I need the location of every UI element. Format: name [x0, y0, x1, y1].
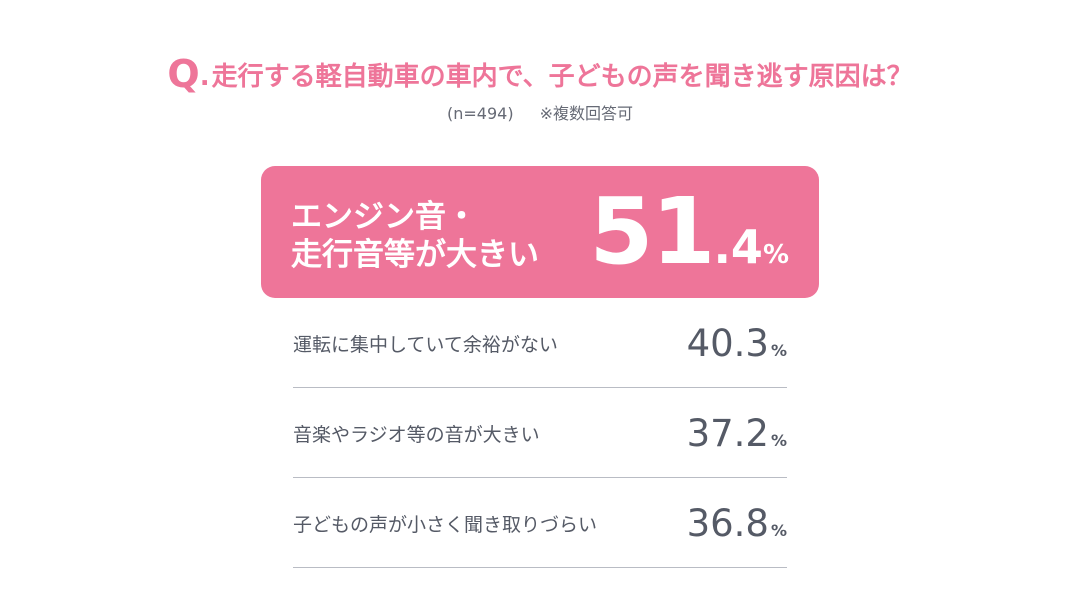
answer-value-number: 40.3 — [686, 322, 769, 365]
answer-value: 37.2% — [687, 412, 787, 455]
answer-percent-sign: % — [770, 521, 787, 540]
answer-row: 運転に集中していて余裕がない 40.3% — [293, 298, 787, 388]
top-answer-card: エンジン音・ 走行音等が大きい 51.4% — [261, 166, 819, 298]
top-answer-percent-sign: % — [762, 240, 789, 270]
top-answer-value-dec: .4 — [713, 220, 763, 274]
sample-size: (n=494) — [447, 104, 514, 123]
top-answer-value: 51.4% — [589, 180, 789, 284]
question-title: Q.走行する軽自動車の車内で、子どもの声を聞き逃す原因は？ — [0, 52, 1080, 99]
answer-label: 音楽やラジオ等の音が大きい — [293, 424, 540, 446]
answer-label: 子どもの声が小さく聞き取りづらい — [293, 514, 598, 536]
top-answer-value-int: 51 — [589, 178, 715, 285]
top-answer-label-line2: 走行音等が大きい — [291, 237, 539, 273]
answer-list: 運転に集中していて余裕がない 40.3% 音楽やラジオ等の音が大きい 37.2%… — [293, 298, 787, 568]
top-answer-label: エンジン音・ 走行音等が大きい — [291, 198, 591, 274]
answer-percent-sign: % — [770, 341, 787, 360]
answer-value-number: 37.2 — [686, 412, 769, 455]
question-q-letter: Q — [167, 52, 200, 96]
question-dot: . — [199, 62, 210, 92]
answer-row: 音楽やラジオ等の音が大きい 37.2% — [293, 388, 787, 478]
answer-value: 40.3% — [687, 322, 787, 365]
question-note: (n=494) ※複数回答可 — [0, 100, 1080, 124]
answer-value-number: 36.8 — [686, 502, 769, 545]
answer-percent-sign: % — [770, 431, 787, 450]
multiple-answer-note: ※複数回答可 — [539, 104, 633, 123]
answer-label: 運転に集中していて余裕がない — [293, 334, 558, 356]
question-text: 走行する軽自動車の車内で、子どもの声を聞き逃す原因は？ — [211, 62, 913, 92]
top-answer-label-line1: エンジン音・ — [291, 199, 477, 235]
answer-row: 子どもの声が小さく聞き取りづらい 36.8% — [293, 478, 787, 568]
answer-value: 36.8% — [687, 502, 787, 545]
